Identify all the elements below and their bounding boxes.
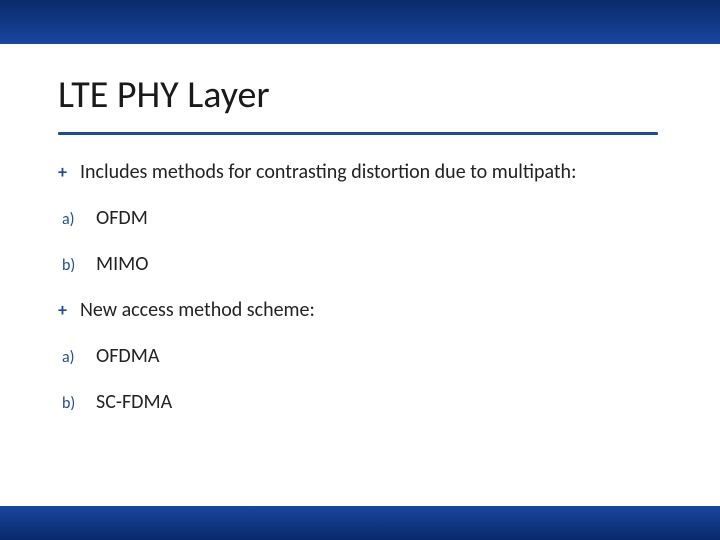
bullet-text: Includes methods for contrasting distort…: [80, 160, 576, 184]
bullet-item: + New access method scheme:: [58, 298, 668, 322]
sub-marker: a): [62, 348, 96, 367]
sub-text: OFDM: [96, 206, 148, 230]
sub-item: a) OFDM: [58, 206, 668, 230]
content-area: + Includes methods for contrasting disto…: [58, 160, 668, 436]
sub-item: a) OFDMA: [58, 344, 668, 368]
sub-text: OFDMA: [96, 344, 159, 368]
title-divider: [58, 132, 658, 135]
sub-marker: b): [62, 256, 96, 275]
slide-title: LTE PHY Layer: [58, 72, 270, 118]
sub-marker: b): [62, 394, 96, 413]
bottom-accent-bar: [0, 506, 720, 540]
top-accent-bar: [0, 0, 720, 44]
slide: LTE PHY Layer + Includes methods for con…: [0, 0, 720, 540]
sub-item: b) SC-FDMA: [58, 390, 668, 414]
bullet-text: New access method scheme:: [80, 298, 315, 322]
bullet-marker-icon: +: [58, 299, 72, 321]
sub-text: MIMO: [96, 252, 148, 276]
sub-text: SC-FDMA: [96, 390, 172, 414]
sub-marker: a): [62, 210, 96, 229]
bullet-marker-icon: +: [58, 161, 72, 183]
bullet-item: + Includes methods for contrasting disto…: [58, 160, 668, 184]
sub-item: b) MIMO: [58, 252, 668, 276]
